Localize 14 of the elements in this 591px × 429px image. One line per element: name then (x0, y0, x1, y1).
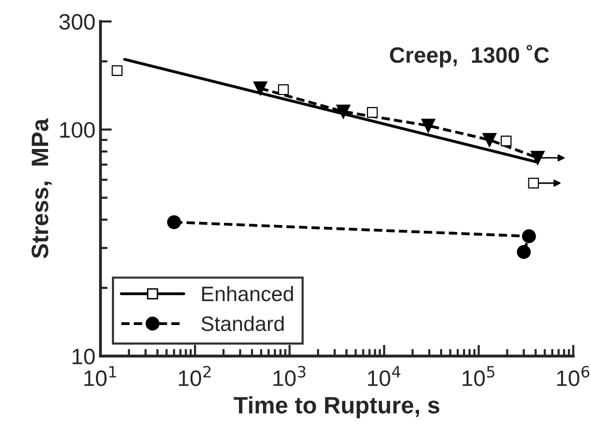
legend-label: Enhanced (202, 286, 293, 302)
y-tick-label: 300 (59, 14, 95, 30)
x-tick-label: 10$^{5}$ (462, 366, 494, 386)
x-tick-label: 10$^{1}$ (84, 366, 116, 386)
x-tick-label: 10$^{2}$ (178, 366, 211, 386)
y-axis-title: Stress, MPa (32, 118, 52, 258)
x-tick-label: 10$^{3}$ (274, 366, 306, 386)
y-tick-label: 10 (72, 348, 95, 364)
x-tick-label: 10$^{4}$ (368, 366, 400, 386)
y-tick-label: 100 (60, 122, 95, 138)
legend-label: Standard (201, 316, 284, 332)
x-tick-label: 10$^{6}$ (557, 366, 590, 386)
x-axis-title: Time to Rupture, s (234, 396, 440, 418)
annotation: Creep, 1300 ˚C (390, 44, 550, 68)
